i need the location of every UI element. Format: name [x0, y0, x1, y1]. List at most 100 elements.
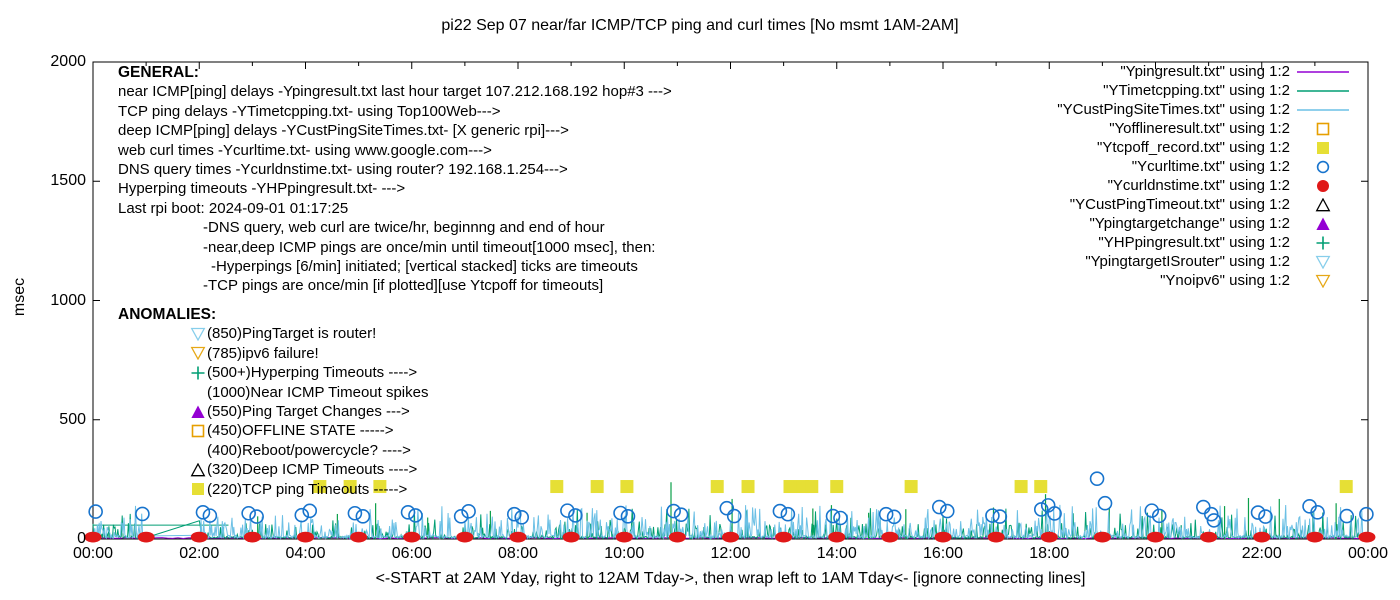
legend-entry: "Ycurltime.txt" using 1:2	[1000, 157, 1356, 176]
curl-point	[400, 504, 416, 520]
dns-point	[722, 531, 739, 543]
legend-label: "YCustPingTimeout.txt" using 1:2	[1069, 196, 1290, 213]
tcp-timeout-point	[1014, 480, 1028, 494]
dns-point	[881, 531, 899, 543]
tcp-timeout-point	[741, 480, 755, 494]
anomaly-text: (450)OFFLINE STATE ----->	[207, 422, 394, 440]
legend-label: "Ypingresult.txt" using 1:2	[1120, 63, 1290, 80]
anomaly-row: (1000)Near ICMP Timeout spikes	[118, 383, 428, 402]
tcp-timeout-point	[830, 480, 844, 494]
dns-point	[243, 531, 261, 543]
triangle-up-open-icon	[190, 462, 207, 477]
legend-label: "YHPpingresult.txt" using 1:2	[1098, 234, 1290, 251]
legend-label: "YpingtargetISrouter" using 1:2	[1085, 253, 1290, 270]
general-note-line: near ICMP[ping] delays -Ypingresult.txt …	[118, 83, 672, 101]
curl-point	[1310, 504, 1325, 520]
dns-point	[190, 531, 208, 543]
curl-point	[1097, 495, 1113, 511]
legend-entry: "YCustPingSiteTimes.txt" using 1:2	[1000, 100, 1356, 119]
tcp-timeout-point	[710, 480, 724, 494]
curl-point	[726, 508, 742, 524]
legend-entry: "YTimetcpping.txt" using 1:2	[1000, 81, 1356, 100]
legend-entry: "YpingtargetISrouter" using 1:2	[1000, 252, 1356, 271]
dns-point	[350, 531, 368, 543]
curl-point	[355, 509, 371, 524]
curl-point	[886, 509, 902, 525]
x-tick-label: 00:00	[72, 545, 114, 562]
x-axis-label: <-START at 2AM Yday, right to 12AM Tday-…	[375, 570, 1086, 587]
series-ytcpoff_record-txt	[313, 480, 1353, 494]
x-tick-label: 10:00	[604, 545, 645, 562]
dns-point	[775, 531, 793, 543]
curl-point	[568, 508, 583, 523]
x-tick-label: 16:00	[922, 545, 964, 562]
triangle-up-filled-icon	[1290, 217, 1356, 231]
tcp-timeout-point	[1034, 480, 1048, 494]
chart-title: pi22 Sep 07 near/far ICMP/TCP ping and c…	[441, 17, 959, 34]
curl-point	[992, 509, 1008, 524]
plus-icon	[1290, 236, 1356, 250]
curl-point	[1339, 508, 1355, 524]
tcp-timeout-point	[550, 480, 564, 494]
curl-point	[202, 508, 218, 523]
y-tick-label: 1000	[50, 291, 86, 309]
x-tick-label: 04:00	[285, 545, 326, 562]
legend-entry: "Ynoipv6" using 1:2	[1000, 271, 1356, 290]
legend-label: "YTimetcpping.txt" using 1:2	[1103, 82, 1290, 99]
legend-entry: "Ypingresult.txt" using 1:2	[1000, 62, 1356, 81]
dns-point	[509, 531, 527, 543]
line-icon	[1290, 103, 1356, 117]
curl-point	[1089, 471, 1105, 486]
curl-point	[347, 505, 363, 521]
curl-point	[302, 503, 318, 519]
curl-point	[931, 499, 947, 515]
curl-point	[833, 510, 848, 526]
curl-point	[461, 504, 476, 519]
general-note-line: TCP ping delays -YTimetcpping.txt- using…	[118, 102, 501, 120]
legend-label: "Ycurltime.txt" using 1:2	[1131, 158, 1290, 175]
anomaly-text: (850)PingTarget is router!	[207, 325, 377, 343]
dns-point	[1358, 531, 1376, 543]
curl-point	[195, 504, 211, 520]
anomaly-row: (320)Deep ICMP Timeouts ---->	[118, 460, 428, 479]
circle-open-icon	[1290, 160, 1356, 174]
anomaly-row: (500+)Hyperping Timeouts ---->	[118, 363, 428, 382]
curl-point	[939, 503, 955, 519]
dns-point	[403, 531, 421, 543]
curl-point	[1047, 506, 1062, 521]
legend-label: "Ycurldnstime.txt" using 1:2	[1107, 177, 1290, 194]
anomaly-row: (400)Reboot/powercycle? ---->	[118, 441, 428, 460]
anomaly-row: (785)ipv6 failure!	[118, 344, 428, 363]
legend: "Ypingresult.txt" using 1:2 "YTimetcpping…	[1000, 62, 1356, 290]
curl-point	[408, 508, 423, 523]
curl-point	[1258, 509, 1273, 524]
curl-point	[1151, 508, 1167, 524]
curl-point	[1144, 503, 1160, 518]
legend-entry: "Ypingtargetchange" using 1:2	[1000, 214, 1356, 233]
no-marker	[190, 385, 207, 399]
series-ycurltime-txt	[88, 471, 1374, 528]
anomaly-text: (785)ipv6 failure!	[207, 344, 319, 362]
dns-point	[1040, 531, 1058, 543]
curl-point	[825, 508, 841, 524]
dns-point	[828, 531, 846, 543]
dns-point	[615, 531, 633, 543]
tcp-timeout-point	[783, 480, 797, 494]
series-ycustpingsitetimes-txt	[92, 504, 1369, 541]
dns-point	[987, 531, 1005, 543]
curl-point	[1196, 499, 1211, 515]
series-ycurldnstime-txt	[84, 531, 1376, 543]
curl-point	[560, 503, 575, 518]
anomaly-text: (220)TCP ping Timeouts ----->	[207, 480, 408, 498]
curl-point	[1359, 506, 1374, 522]
tcp-timeout-point	[620, 480, 634, 494]
triangle-down-open-icon	[1290, 255, 1356, 269]
y-tick-label: 500	[59, 410, 86, 428]
no-marker	[190, 443, 207, 457]
anomaly-text: (1000)Near ICMP Timeout spikes	[207, 383, 429, 401]
y-tick-label: 2000	[50, 53, 86, 70]
curl-point	[241, 505, 256, 521]
general-note-line: Last rpi boot: 2024-09-01 01:17:25	[118, 199, 349, 217]
dns-point	[1200, 531, 1218, 543]
legend-label: "YCustPingSiteTimes.txt" using 1:2	[1057, 101, 1290, 118]
